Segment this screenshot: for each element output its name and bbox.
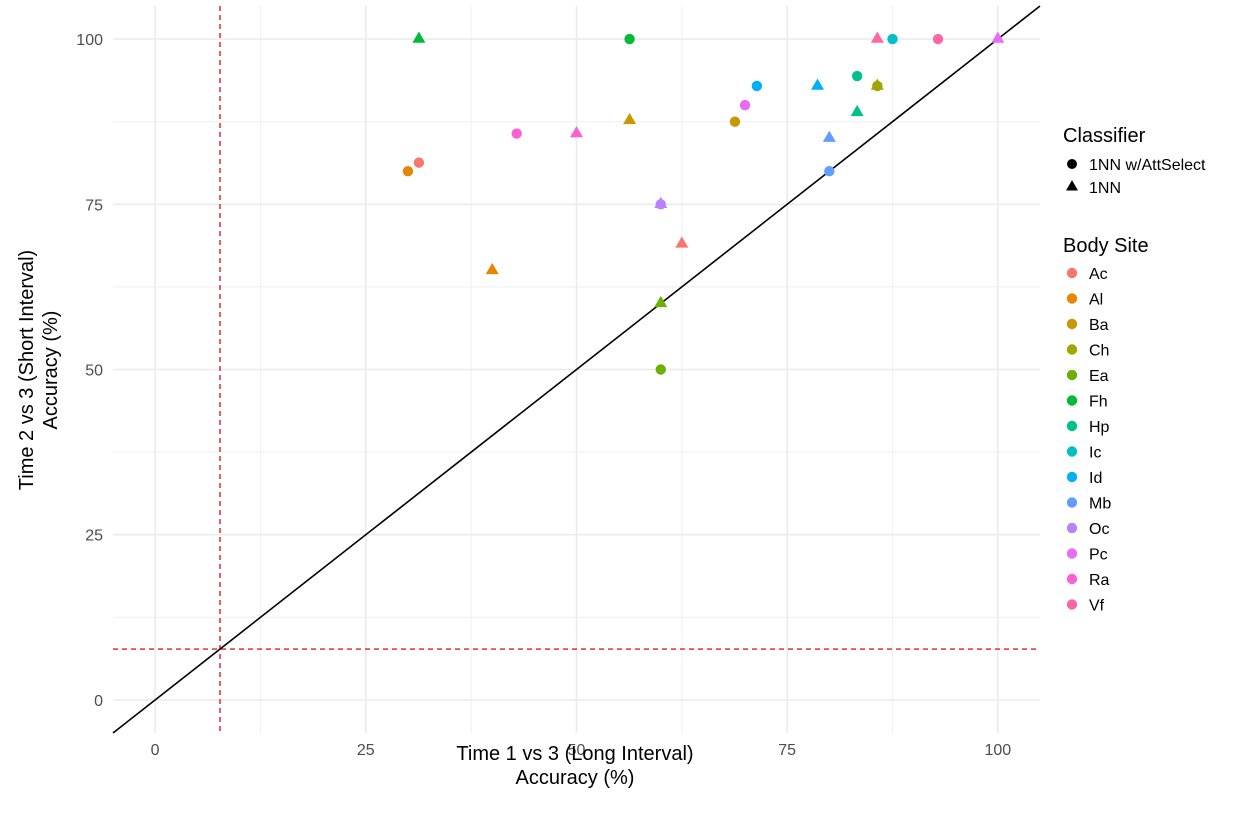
x-tick-label: 50 (568, 742, 586, 759)
legend-key-ba (1066, 318, 1078, 330)
y-tick-label: 0 (94, 693, 103, 710)
legend-site-label: Ea (1089, 368, 1109, 385)
point-ac-triangle (675, 236, 689, 248)
x-axis-label-line2: Accuracy (%) (516, 767, 635, 789)
legend-key-triangle (1066, 180, 1078, 191)
legend-site-title: Body Site (1063, 235, 1149, 257)
reference-lines (112, 5, 1041, 734)
legend-key-hp (1066, 420, 1078, 432)
legend-key-ic (1066, 446, 1078, 457)
point-ra-triangle (570, 126, 583, 138)
legend-key-circle (1067, 159, 1077, 169)
x-tick-label: 0 (151, 742, 160, 759)
point-pc-triangle (991, 31, 1005, 43)
point-ea-circle (655, 364, 666, 375)
point-hp-triangle (850, 104, 864, 117)
legend-site-label: Pc (1089, 547, 1108, 564)
point-mb-circle (824, 166, 835, 177)
x-axis-label-line1: Time 1 vs 3 (Long Interval) (456, 743, 693, 765)
legend-site-label: Mb (1089, 496, 1111, 513)
legend-site-label: Vf (1089, 598, 1105, 615)
point-vf-circle (932, 33, 944, 45)
legend-key-ra (1066, 573, 1078, 585)
point-mb-triangle (822, 130, 836, 142)
legend-site-label: Ch (1089, 343, 1109, 360)
point-al-circle (402, 166, 414, 177)
y-axis-tick-labels: 0 25 50 75 100 (76, 32, 103, 710)
point-id-circle (751, 80, 763, 92)
point-id-triangle (811, 78, 825, 90)
legend-key-vf (1066, 599, 1078, 610)
legend-site-label: Id (1089, 470, 1102, 487)
x-tick-label: 100 (985, 742, 1012, 759)
legend-key-fh (1066, 395, 1078, 406)
legend-site-label: Ac (1089, 266, 1108, 283)
legend-site-label: Oc (1089, 521, 1109, 538)
x-tick-label: 75 (778, 742, 796, 759)
legend-key-oc (1066, 522, 1078, 534)
legend-site-label: Ba (1089, 317, 1109, 334)
point-fh-circle (624, 33, 635, 45)
legend-site-items: Ac Al Ba Ch Ea Fh Hp Ic Id Mb Oc Pc Ra Vf (1066, 266, 1111, 615)
y-axis-label-line2: Accuracy (%) (40, 311, 62, 430)
point-vf-triangle (870, 31, 884, 43)
y-tick-label: 75 (85, 197, 103, 214)
point-ba-triangle (623, 112, 637, 125)
point-ra-circle (511, 128, 522, 139)
legend-classifier-label: 1NN (1089, 180, 1121, 197)
point-oc-triangle (654, 196, 668, 209)
legend-classifier-items: 1NN w/AttSelect 1NN (1066, 157, 1206, 197)
point-fh-triangle (412, 31, 426, 43)
y-tick-label: 25 (85, 528, 103, 545)
point-ic-circle (887, 33, 898, 45)
legend-classifier-label: 1NN w/AttSelect (1089, 157, 1206, 174)
identity-diagonal-line (112, 5, 1041, 734)
legend-key-ch (1066, 344, 1078, 355)
legend-site-label: Hp (1089, 419, 1110, 436)
legend-site-label: Al (1089, 292, 1103, 309)
legend-key-ac (1066, 267, 1078, 279)
data-points (402, 31, 1005, 375)
point-ac-circle (413, 157, 425, 168)
legend-site-label: Ra (1089, 572, 1110, 589)
y-axis-label-line1: Time 2 vs 3 (Short Interval) (16, 250, 38, 490)
point-al-triangle (485, 262, 499, 275)
legend-key-id (1066, 471, 1078, 483)
legend-site-label: Ic (1089, 445, 1101, 462)
point-hp-circle (851, 70, 863, 82)
point-pc-circle (739, 99, 751, 111)
x-tick-label: 25 (357, 742, 375, 759)
legend-key-mb (1066, 497, 1078, 508)
legend-key-al (1066, 293, 1078, 304)
y-tick-label: 50 (85, 363, 103, 380)
point-ba-circle (729, 116, 741, 127)
x-axis-tick-labels: 0 25 50 75 100 (151, 742, 1012, 759)
legend-classifier-title: Classifier (1063, 125, 1146, 147)
legend-site-label: Fh (1089, 394, 1108, 411)
point-ea-triangle (654, 295, 668, 308)
point-ch-triangle (870, 78, 884, 90)
y-tick-label: 100 (76, 32, 103, 49)
legend-key-pc (1066, 548, 1078, 559)
legend-key-ea (1066, 369, 1078, 381)
